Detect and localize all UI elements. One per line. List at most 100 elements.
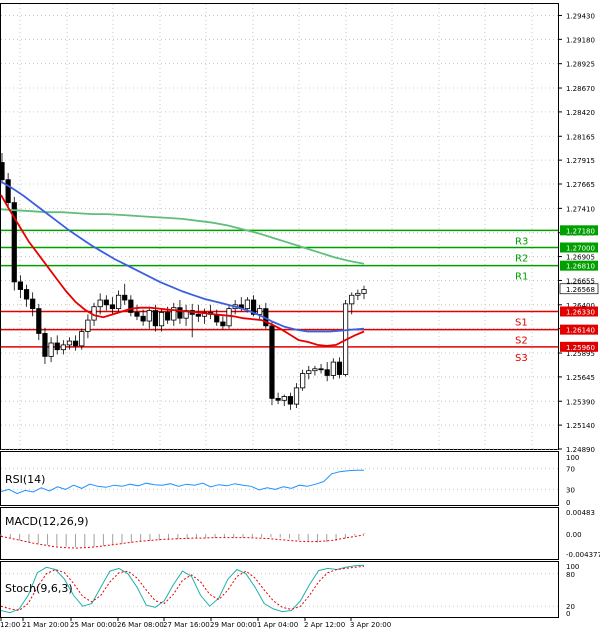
level-price-box xyxy=(560,260,598,271)
macd-tick-label: -0.004377 xyxy=(566,551,600,559)
price-tick-label: 1.28670 xyxy=(566,85,595,93)
price-tick-label: 1.25390 xyxy=(566,398,595,406)
time-tick-label: 21 Mar 20:00 xyxy=(22,621,69,629)
price-tick-label: 1.27665 xyxy=(566,181,595,189)
candle-up xyxy=(281,396,287,401)
candle-down xyxy=(269,325,275,399)
time-tick-label: 27 Mar 16:00 xyxy=(163,621,210,629)
candle-down xyxy=(42,333,48,357)
price-tick-label: 1.26400 xyxy=(566,302,595,310)
macd-panel: 0.00483 0.00 -0.004377 MACD(12,26,9) xyxy=(0,507,600,560)
time-tick-label: 1 Apr 04:00 xyxy=(257,621,298,629)
candle-down xyxy=(287,396,293,405)
candle-down xyxy=(122,294,128,301)
price-tick-label: 1.25140 xyxy=(566,422,595,430)
level-price-label: 1.25960 xyxy=(566,344,595,352)
level-price-box xyxy=(560,225,598,236)
time-tick-label: 26 Mar 08:00 xyxy=(117,621,164,629)
candle-down xyxy=(177,307,183,319)
level-price-box xyxy=(560,324,598,335)
candle-down xyxy=(103,299,109,306)
level-price-box xyxy=(560,242,598,253)
candle-up xyxy=(115,294,122,310)
candle-up xyxy=(171,307,177,321)
stoch-label: Stoch(9,6,3) xyxy=(5,582,73,595)
macd-label: MACD(12,26,9) xyxy=(5,515,89,528)
macd-tick-label: 0.00483 xyxy=(566,509,595,517)
candle-up xyxy=(48,342,54,357)
candle-up xyxy=(226,308,232,327)
price-tick-label: 1.28165 xyxy=(566,133,595,141)
stoch-signal-line xyxy=(0,565,365,612)
candle-up xyxy=(257,308,263,315)
candle-down xyxy=(54,342,60,351)
stoch-tick-label: 80 xyxy=(566,571,575,579)
time-tick-label: 3 Apr 20:00 xyxy=(350,621,391,629)
rsi-line xyxy=(0,469,364,495)
time-tick-label: 2 Apr 12:00 xyxy=(304,621,345,629)
rsi-tick-label: 30 xyxy=(566,486,575,494)
candle-up xyxy=(60,344,66,351)
candle-down xyxy=(30,298,36,310)
price-tick-label: 1.27410 xyxy=(566,205,595,213)
level-price-label: 1.26140 xyxy=(566,327,595,335)
candle-down xyxy=(5,179,11,204)
candle-up xyxy=(361,289,367,294)
price-tick-label: 1.29430 xyxy=(566,12,595,20)
candle-down xyxy=(17,281,24,290)
macd-signal-line xyxy=(0,534,365,549)
candle-up xyxy=(300,373,306,389)
time-tick-label: 29 Mar 00:00 xyxy=(210,621,257,629)
ma-mid-blue-line xyxy=(0,180,365,333)
candle-down xyxy=(128,299,134,313)
rsi-tick-label: 100 xyxy=(566,454,579,462)
candle-down xyxy=(140,315,146,322)
ma-slow-green-line xyxy=(0,208,365,265)
rsi-tick-label: 70 xyxy=(566,466,575,474)
level-name-s2: S2 xyxy=(515,336,528,347)
price-tick-label: 1.26905 xyxy=(566,254,595,262)
stoch-tick-label: 0 xyxy=(566,610,570,618)
price-tick-label: 1.25645 xyxy=(566,374,595,382)
candle-down xyxy=(109,304,116,310)
price-tick-label: 1.28420 xyxy=(566,109,595,117)
candle-down xyxy=(11,202,17,283)
rsi-tick-label: 0 xyxy=(566,499,570,507)
time-tick-label: 12:00 xyxy=(0,621,20,629)
level-name-s1: S1 xyxy=(515,317,528,328)
current-price-box xyxy=(559,283,599,295)
candle-down xyxy=(73,340,79,347)
candle-up xyxy=(244,299,251,310)
level-price-label: 1.26330 xyxy=(566,308,595,316)
price-tick-label: 1.29180 xyxy=(566,36,595,44)
level-price-label: 1.27000 xyxy=(566,245,595,253)
level-price-label: 1.26810 xyxy=(566,263,595,271)
candle-down xyxy=(165,312,171,321)
candle-down xyxy=(195,313,201,317)
current-price-label: 1.26568 xyxy=(566,286,595,294)
candle-up xyxy=(146,310,152,322)
level-name-r3: R3 xyxy=(515,236,528,247)
stoch-tick-label: 100 xyxy=(566,563,579,571)
level-price-box xyxy=(560,341,598,352)
level-price-box xyxy=(560,306,598,317)
candle-up xyxy=(355,292,361,296)
candle-up xyxy=(330,361,336,376)
candle-up xyxy=(349,294,355,305)
candle-down xyxy=(36,308,42,334)
candle-down xyxy=(318,368,324,371)
level-name-r1: R1 xyxy=(515,272,528,283)
price-tick-label: 1.25895 xyxy=(566,350,595,358)
candle-down xyxy=(250,299,257,315)
main-panel: 1.29430 1.29180 1.28925 1.28670 1.28420 1.281… xyxy=(0,3,599,454)
price-tick-label: 1.26655 xyxy=(566,277,595,285)
macd-tick-label: 0.00 xyxy=(566,531,582,539)
rsi-label: RSI(14) xyxy=(5,473,45,486)
level-name-r2: R2 xyxy=(515,254,528,265)
rsi-panel: 100 70 30 0 RSI(14) xyxy=(0,451,579,507)
candle-down xyxy=(275,397,281,401)
candle-down xyxy=(220,321,226,327)
level-price-label: 1.27180 xyxy=(566,227,595,235)
candle-down xyxy=(324,369,330,376)
